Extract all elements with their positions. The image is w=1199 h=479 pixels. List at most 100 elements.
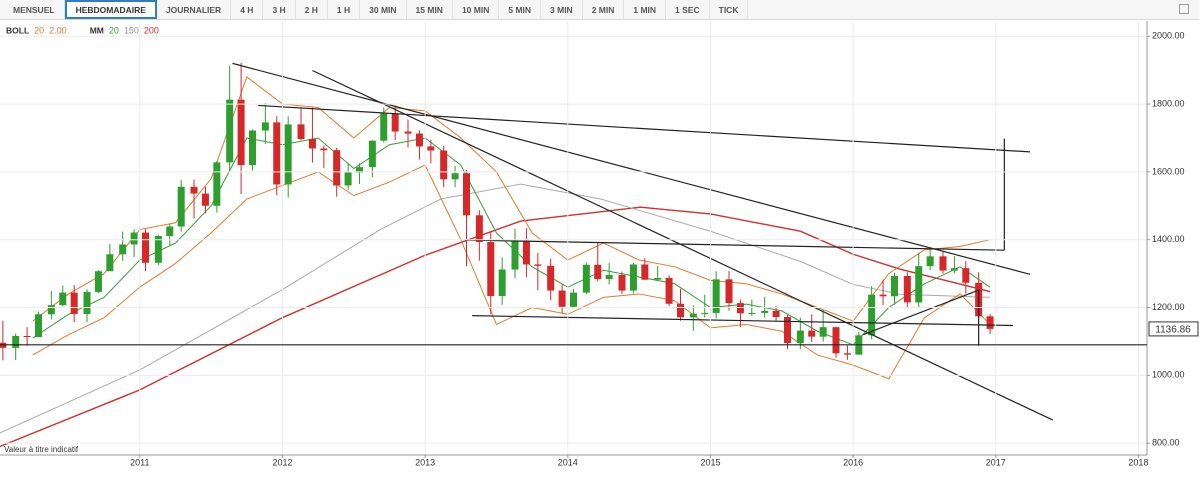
candle-body [939, 256, 947, 271]
candle-body [689, 313, 697, 318]
timeframe-button[interactable]: 3 MIN [541, 0, 583, 19]
y-tick-label: 1400.00 [1152, 234, 1185, 244]
candle-body [297, 124, 305, 139]
candle-body [47, 305, 55, 315]
candle-body [796, 330, 804, 344]
candle-body [177, 186, 185, 227]
timeframe-button[interactable]: 2 H [296, 0, 328, 19]
timeframe-button[interactable]: 1 MIN [624, 0, 667, 19]
candle-body [511, 241, 519, 270]
candle-body [748, 312, 756, 314]
timeframe-button[interactable]: 1 SEC [666, 0, 710, 19]
timeframe-button[interactable]: TICK [710, 0, 749, 19]
candle-body [404, 131, 412, 134]
legend-param: 20 [34, 25, 44, 35]
x-tick-label: 2011 [130, 457, 149, 467]
plot [0, 62, 1054, 448]
candle-body [249, 130, 257, 166]
trend-line [465, 239, 1005, 251]
candle-body [320, 148, 328, 151]
candle-body [629, 264, 637, 291]
candle-body [808, 330, 816, 337]
candle-body [333, 150, 341, 186]
trend-line [258, 104, 1031, 153]
candle-body [712, 279, 720, 313]
candle-body [761, 310, 769, 313]
timeframe-button[interactable]: JOURNALIER [157, 0, 232, 19]
x-tick-label: 2013 [415, 457, 435, 467]
timeframe-button[interactable]: MENSUEL [4, 0, 65, 19]
candle-body [12, 335, 20, 348]
candle-body [534, 264, 542, 266]
candle-body [201, 193, 209, 206]
candle-body [498, 269, 506, 296]
candle-body [903, 275, 911, 303]
candle-body [35, 314, 43, 338]
x-tick-label: 2012 [272, 457, 292, 467]
price-box [1148, 321, 1199, 337]
candle-body [605, 274, 613, 280]
legend-name: MM [90, 25, 104, 35]
trend-line [472, 315, 1013, 327]
candle-body [641, 264, 649, 280]
candle-body [926, 256, 934, 267]
candle-body [665, 278, 673, 304]
candle-body [119, 244, 127, 255]
candle-body [868, 294, 876, 336]
trend-line [232, 62, 1031, 275]
timeframe-button[interactable]: 2 MIN [583, 0, 625, 19]
timeframe-button[interactable]: HEBDOMADAIRE [64, 0, 157, 19]
timeframe-button[interactable]: 4 H [231, 0, 264, 19]
timeframe-button[interactable]: 15 MIN [407, 0, 453, 19]
candle-body [190, 186, 198, 194]
candle-body [226, 99, 234, 163]
x-tick-label: 2014 [558, 457, 578, 467]
candle-body [83, 291, 91, 314]
legend-param: 2.00 [49, 25, 67, 35]
candle-body [475, 215, 483, 243]
settings-icon[interactable] [1179, 4, 1189, 14]
indicator-line [0, 206, 991, 448]
timeframe-button[interactable]: 3 H [263, 0, 296, 19]
x-tick-label: 2018 [1128, 457, 1148, 467]
candle-body [843, 353, 851, 355]
candle-body [284, 124, 292, 185]
legend-param: 200 [144, 25, 159, 35]
legend-param: 20 [109, 25, 119, 35]
y-tick-label: 800.00 [1152, 438, 1180, 448]
candle-body [380, 113, 388, 141]
candle-body [879, 294, 887, 297]
candle-body [547, 265, 555, 291]
y-tick-label: 1200.00 [1152, 302, 1185, 312]
note: Valeur à titre indicatif [4, 445, 79, 454]
candle-body [70, 292, 78, 314]
candle-body [463, 173, 471, 216]
candle-body [261, 122, 269, 131]
indicator-line [0, 183, 991, 434]
candle-body [783, 317, 791, 344]
trend-line [862, 288, 981, 336]
candle-body [832, 327, 840, 354]
candle-body [487, 242, 495, 296]
timeframe-button[interactable]: 1 H [328, 0, 361, 19]
timeframe-button[interactable]: 30 MIN [360, 0, 407, 19]
candle-body [986, 316, 994, 329]
candle-body [594, 264, 602, 280]
candle-body [558, 290, 566, 307]
candle-body [570, 292, 577, 307]
candle-body [213, 162, 221, 206]
candle-body [130, 232, 138, 245]
candle-body [415, 133, 423, 147]
candle-body [701, 312, 709, 314]
x-tick-label: 2015 [700, 457, 720, 467]
candle-body [166, 226, 174, 236]
timeframe-button[interactable]: 10 MIN [453, 0, 500, 19]
price-label: 1136.86 [1155, 325, 1191, 336]
candle-body [59, 292, 67, 306]
legend-param: 150 [124, 25, 139, 35]
timeframe-button[interactable]: 5 MIN [499, 0, 542, 19]
candle-body [94, 271, 102, 292]
candle-body [725, 279, 733, 304]
